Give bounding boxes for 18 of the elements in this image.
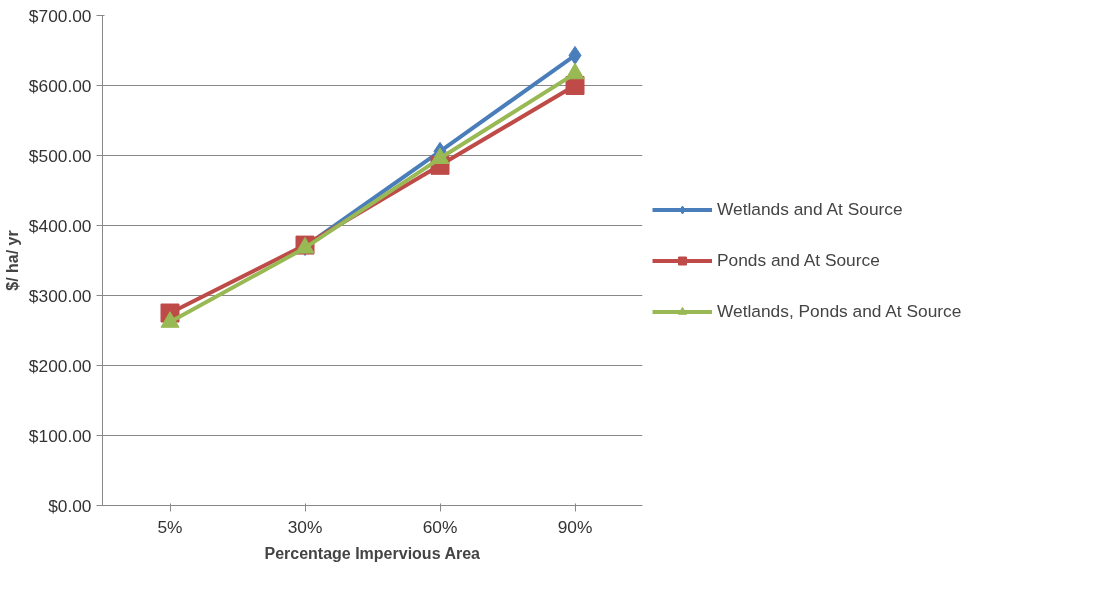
y-axis-title: $/ ha/ yr: [3, 230, 21, 291]
y-tick-label: $300.00: [28, 285, 92, 306]
x-tick-label: 5%: [157, 516, 183, 537]
y-tick-label: $400.00: [28, 215, 92, 236]
x-axis-title: Percentage Impervious Area: [264, 544, 481, 562]
y-tick-label: $0.00: [48, 495, 92, 516]
y-tick-label: $500.00: [28, 145, 92, 166]
legend-label: Wetlands, Ponds and At Source: [717, 300, 962, 322]
y-tick-label: $100.00: [28, 425, 92, 446]
y-tick-label: $200.00: [28, 355, 92, 376]
legend-label: Ponds and At Source: [717, 249, 880, 271]
point: [160, 311, 180, 328]
y-tick-label: $600.00: [28, 75, 92, 96]
legend-label: Wetlands and At Source: [717, 198, 903, 220]
x-tick-label: 30%: [287, 516, 323, 537]
x-tick-label: 90%: [557, 516, 593, 537]
x-tick-label: 60%: [422, 516, 458, 537]
y-tick-label: $700.00: [28, 5, 92, 26]
